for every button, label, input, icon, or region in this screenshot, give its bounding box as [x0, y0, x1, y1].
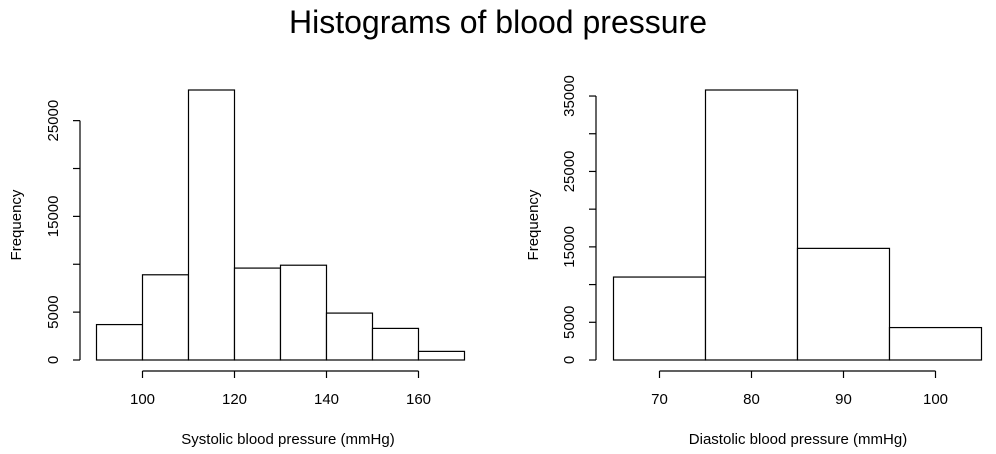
diastolic-y-tick-label-7: 35000 [561, 75, 578, 117]
systolic-x-tick-label-1: 120 [222, 391, 247, 408]
systolic-x-axis-label: Systolic blood pressure (mmHg) [181, 431, 394, 448]
systolic-bar-0 [95, 323, 144, 361]
diastolic-y-tick-label-1: 5000 [561, 306, 578, 339]
systolic-x-tick-label-0: 100 [130, 391, 155, 408]
diastolic-bar-1 [704, 89, 799, 361]
systolic-bar-3 [233, 267, 282, 361]
systolic-x-tick-label-2: 140 [314, 391, 339, 408]
diastolic-histogram-panel: 0 5000 15000 25000 35000 70 80 90 100 Diastolic b… [525, 75, 983, 448]
figure-title: Histograms of blood pressure [289, 4, 707, 40]
systolic-x-tick-label-3: 160 [406, 391, 431, 408]
systolic-histogram-panel: 0 5000 15000 25000 100 120 140 160 Systolic bloo… [8, 89, 466, 448]
diastolic-x-axis-label: Diastolic blood pressure (mmHg) [689, 431, 907, 448]
systolic-bar-6 [371, 327, 420, 361]
diastolic-x-tick-label-1: 80 [743, 391, 760, 408]
systolic-y-tick-label-1: 5000 [45, 295, 62, 328]
diastolic-y-tick-label-5: 25000 [561, 151, 578, 193]
systolic-bar-2 [187, 89, 236, 361]
diastolic-x-tick-label-0: 70 [651, 391, 668, 408]
systolic-bar-5 [325, 312, 374, 361]
diastolic-bar-0 [612, 276, 707, 361]
systolic-y-tick-label-0: 0 [45, 356, 62, 364]
diastolic-y-tick-label-3: 15000 [561, 226, 578, 268]
systolic-y-tick-label-5: 25000 [45, 100, 62, 142]
diastolic-x-tick-label-2: 90 [835, 391, 852, 408]
systolic-y-tick-label-3: 15000 [45, 196, 62, 238]
systolic-bar-7 [417, 350, 466, 361]
diastolic-bar-3 [888, 326, 983, 361]
diastolic-y-tick-label-0: 0 [561, 356, 578, 364]
diastolic-bar-2 [796, 247, 891, 361]
systolic-bar-1 [141, 274, 190, 361]
diastolic-x-tick-label-3: 100 [923, 391, 948, 408]
systolic-y-axis-label: Frequency [8, 189, 25, 260]
systolic-bar-4 [279, 264, 328, 361]
diastolic-y-axis-label: Frequency [525, 189, 542, 260]
